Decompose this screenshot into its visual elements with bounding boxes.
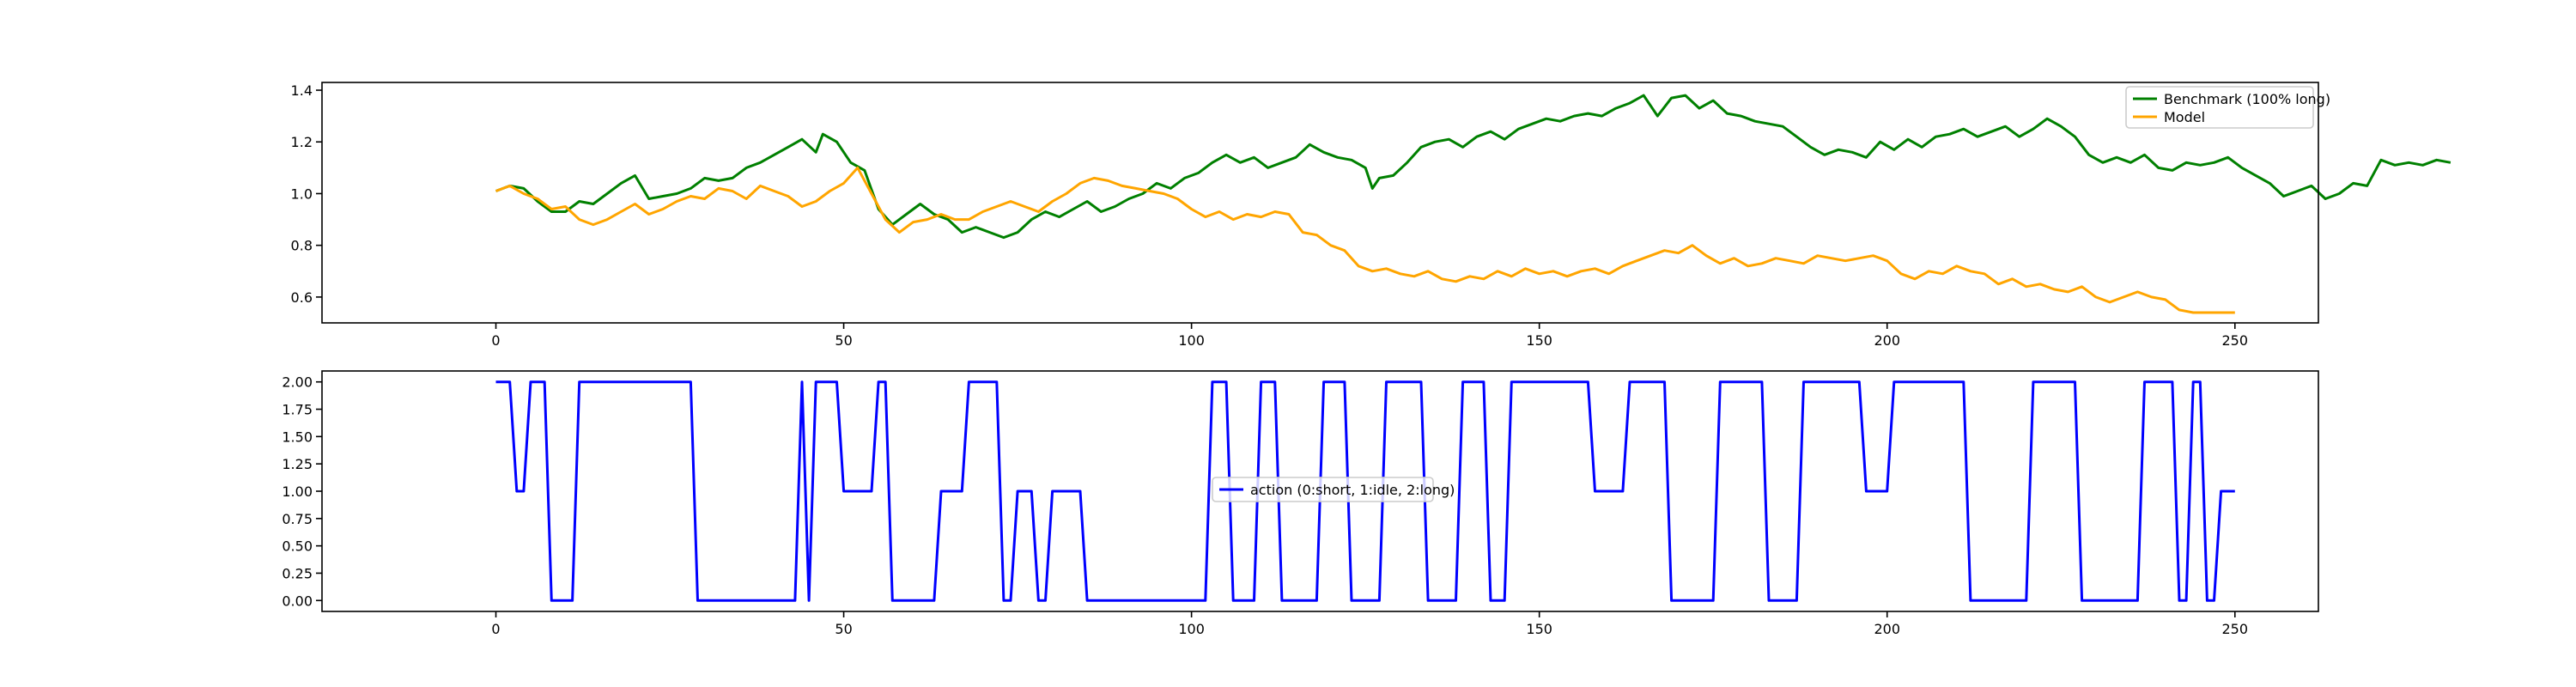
y-tick-label-1-1: 1.00 <box>282 483 313 500</box>
y-tick-label-0-0.6: 0.6 <box>291 289 313 306</box>
y-tick-label-1-0: 0.00 <box>282 593 313 609</box>
x-tick-label-1-50: 50 <box>835 621 852 637</box>
x-tick-label-0-0: 0 <box>491 332 500 349</box>
y-tick-label-1-0.5: 0.50 <box>282 538 313 555</box>
y-tick-label-1-0.25: 0.25 <box>282 565 313 581</box>
legend-1: action (0:short, 1:idle, 2:long) <box>1212 477 1455 502</box>
legend-box-0 <box>2125 86 2314 129</box>
y-tick-label-1-1.5: 1.50 <box>282 429 313 445</box>
x-tick-label-0-100: 100 <box>1178 332 1205 349</box>
y-tick-label-0-0.8: 0.8 <box>291 238 313 254</box>
y-tick-label-0-1.2: 1.2 <box>291 134 313 150</box>
x-tick-label-0-200: 200 <box>1874 332 1900 349</box>
x-tick-label-1-0: 0 <box>491 621 500 637</box>
price-comparison-chart: 0 50 100 150 200 250 0.6 0.8 1.0 1.2 1.4 Benchmark … <box>291 82 2451 349</box>
legend-box-1 <box>1212 477 1434 502</box>
x-tick-label-0-250: 250 <box>2222 332 2249 349</box>
legend-0: Benchmark (100% long) Model <box>2125 86 2330 129</box>
series-line-0-0 <box>495 94 2451 240</box>
x-tick-label-1-200: 200 <box>1874 621 1900 637</box>
action-chart: 0 50 100 150 200 250 0.00 0.25 0.50 0.75 1.00 1.25 1… <box>282 370 2319 637</box>
legend-label-1-0: action (0:short, 1:idle, 2:long) <box>1250 482 1455 498</box>
y-tick-label-1-0.75: 0.75 <box>282 511 313 527</box>
y-tick-label-1-2: 2.00 <box>282 374 313 391</box>
y-tick-label-0-1: 1.0 <box>291 185 313 202</box>
y-tick-label-0-1.4: 1.4 <box>291 82 313 99</box>
series-line-0-1 <box>495 166 2235 314</box>
x-tick-label-1-100: 100 <box>1178 621 1205 637</box>
y-tick-label-1-1.25: 1.25 <box>282 456 313 472</box>
x-tick-label-1-150: 150 <box>1526 621 1552 637</box>
y-tick-label-1-1.75: 1.75 <box>282 402 313 418</box>
legend-label-0-0: Benchmark (100% long) <box>2164 91 2330 107</box>
x-tick-label-0-150: 150 <box>1526 332 1552 349</box>
x-tick-label-1-250: 250 <box>2222 621 2249 637</box>
plot-frame-0 <box>321 82 2319 324</box>
series-line-1-0 <box>495 380 2235 602</box>
legend-label-0-1: Model <box>2164 109 2205 125</box>
x-tick-label-0-50: 50 <box>835 332 852 349</box>
